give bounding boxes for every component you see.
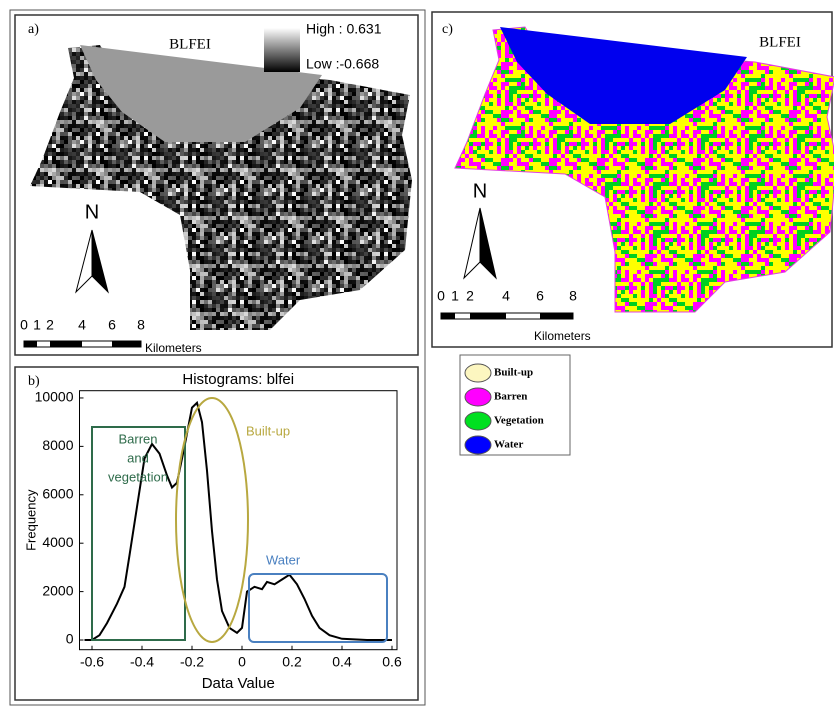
scale-label: 6 (536, 288, 544, 304)
north-label: N (473, 180, 487, 202)
value-ramp (264, 28, 300, 72)
legend-label: Vegetation (494, 415, 544, 427)
y-tick-label: 6000 (42, 485, 73, 501)
scale-label: 2 (46, 317, 54, 333)
legend-swatch (465, 388, 491, 406)
scale-label: 4 (78, 317, 86, 333)
legend-low: Low :-0.668 (306, 56, 379, 72)
y-tick-label: 8000 (42, 437, 73, 453)
annotation-text: Water (266, 552, 301, 567)
scale-label: 6 (108, 317, 116, 333)
scale-segment (441, 313, 455, 319)
map-title: BLFEI (169, 36, 211, 52)
annotation-text: vegetation (108, 469, 168, 484)
y-tick-label: 2000 (42, 582, 73, 598)
scale-segment (50, 341, 82, 347)
legend-label: Water (494, 439, 523, 451)
x-tick-label: 0.6 (382, 653, 402, 669)
y-tick-label: 10000 (35, 389, 74, 405)
chart-title: Histograms: blfei (182, 371, 294, 388)
legend-label: Barren (494, 391, 527, 403)
scale-segment (470, 313, 506, 319)
y-tick-label: 0 (66, 631, 74, 647)
panel-label: b) (28, 374, 40, 389)
panel-label: c) (442, 22, 453, 37)
panel-label: a) (28, 22, 39, 37)
scale-label: 0 (20, 317, 28, 333)
x-tick-label: 0 (238, 653, 246, 669)
scale-label: 1 (451, 288, 459, 304)
scale-label: 1 (33, 317, 41, 333)
north-label: N (85, 201, 99, 223)
legend-swatch (465, 412, 491, 430)
x-tick-label: -0.6 (80, 653, 104, 669)
page: { "panel_a": {"label": "a)", "title": "B… (0, 0, 834, 708)
scale-label: 8 (137, 317, 145, 333)
scale-unit: Kilometers (534, 329, 591, 343)
scale-segment (112, 341, 141, 347)
legend-swatch (465, 436, 491, 454)
scale-label: 8 (569, 288, 577, 304)
legend-swatch (465, 364, 491, 382)
annotation-text: and (127, 450, 149, 465)
legend-high: High : 0.631 (306, 21, 382, 37)
scale-label: 0 (437, 288, 445, 304)
x-tick-label: -0.2 (180, 653, 204, 669)
scale-unit: Kilometers (145, 341, 202, 355)
scale-segment (24, 341, 37, 347)
x-tick-label: 0.2 (282, 653, 302, 669)
y-tick-label: 4000 (42, 534, 73, 550)
legend-label: Built-up (494, 367, 533, 379)
map-title: BLFEI (759, 34, 801, 50)
x-tick-label: 0.4 (332, 653, 352, 669)
scale-label: 4 (502, 288, 510, 304)
annotation-text: Barren (118, 431, 157, 446)
scale-label: 2 (466, 288, 474, 304)
annotation-text: Built-up (246, 423, 290, 438)
y-axis-label: Frequency (23, 489, 38, 551)
x-axis-label: Data Value (202, 675, 275, 692)
scale-segment (540, 313, 573, 319)
figure: a) BLFEI High : 0.631 Low :-0.668 N 0124… (0, 0, 834, 708)
x-tick-label: -0.4 (130, 653, 154, 669)
